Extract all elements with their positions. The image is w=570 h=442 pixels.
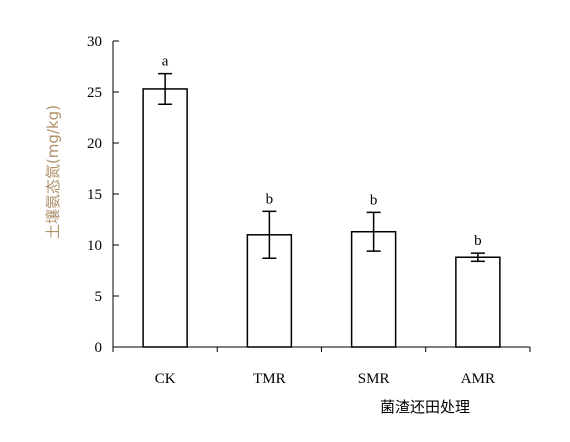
y-tick-label: 5 [95, 289, 103, 305]
significance-label-amr: b [474, 233, 482, 249]
y-tick-label: 25 [87, 85, 102, 101]
y-axis-title: 土壤氨态氮(mg/kg) [44, 105, 62, 239]
category-label-amr: AMR [461, 371, 495, 387]
y-tick-label: 0 [95, 340, 103, 356]
y-tick-label: 30 [87, 34, 102, 50]
category-label-ck: CK [155, 371, 176, 387]
y-tick-label: 15 [87, 187, 102, 203]
bar-amr [455, 256, 501, 348]
x-axis-title: 菌渣还田处理 [380, 398, 470, 416]
significance-label-smr: b [370, 192, 378, 208]
plot-area: 0 5 10 15 20 25 30 a CK b TMR b SMR b AMR [87, 34, 531, 387]
y-tick-label: 20 [87, 136, 102, 152]
y-tick-label: 10 [87, 238, 102, 254]
category-label-tmr: TMR [253, 371, 286, 387]
category-label-smr: SMR [358, 371, 390, 387]
significance-label-tmr: b [266, 191, 274, 207]
bar-ck [142, 88, 188, 348]
significance-label-ck: a [162, 54, 169, 70]
